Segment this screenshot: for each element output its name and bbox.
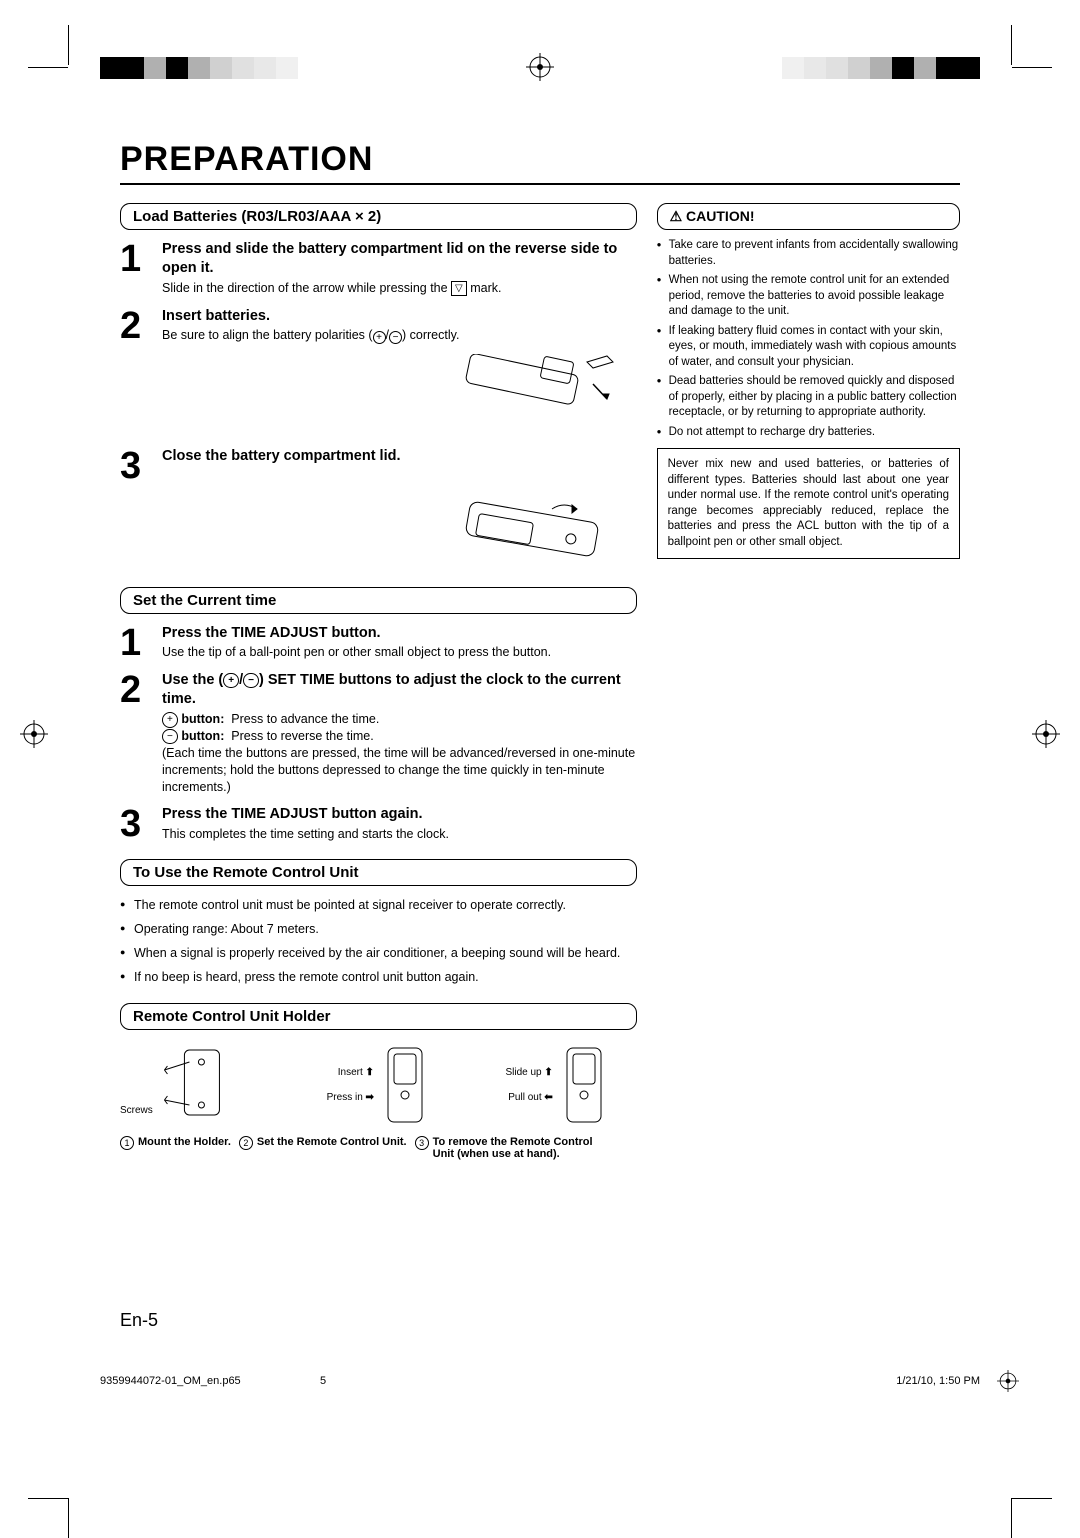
pullout-label: Pull out: [508, 1092, 541, 1103]
section-use-remote: To Use the Remote Control Unit: [120, 859, 637, 886]
plus-button-icon: +: [223, 673, 239, 688]
registration-mark-bottom: [997, 1370, 1019, 1392]
footer-date: 1/21/10, 1:50 PM: [896, 1375, 980, 1387]
registration-mark-top: [526, 53, 554, 81]
page-number: En-5: [120, 1310, 158, 1331]
holder-set-illustration: [380, 1040, 430, 1130]
minus-button-icon: −: [162, 729, 178, 745]
caution-box: Never mix new and used batteries, or bat…: [657, 448, 960, 559]
step-desc: Slide in the direction of the arrow whil…: [162, 280, 637, 297]
section-load-batteries: Load Batteries (R03/LR03/AAA × 2): [120, 203, 637, 230]
color-bar-left: [100, 57, 298, 79]
footer-page: 5: [320, 1375, 326, 1387]
circled-2-icon: 2: [239, 1136, 253, 1150]
footer-file: 9359944072-01_OM_en.p65: [100, 1375, 241, 1387]
step-title: Press the TIME ADJUST button again.: [162, 805, 637, 824]
list-item: Do not attempt to recharge dry batteries…: [657, 425, 960, 441]
step-desc: Be sure to align the battery polarities …: [162, 327, 637, 344]
step-3-time: 3 Press the TIME ADJUST button again. Th…: [120, 805, 637, 843]
list-item: Take care to prevent infants from accide…: [657, 238, 960, 269]
step-desc: Use the tip of a ball-point pen or other…: [162, 644, 637, 661]
holder-captions: 1Mount the Holder. 2Set the Remote Contr…: [120, 1136, 637, 1160]
step-2-load: 2 Insert batteries. Be sure to align the…: [120, 307, 637, 345]
step-2-time: 2 Use the (+/−) SET TIME buttons to adju…: [120, 671, 637, 795]
page-title: PREPARATION: [120, 140, 960, 185]
pressin-label: Press in: [327, 1092, 363, 1103]
left-column: Load Batteries (R03/LR03/AAA × 2) 1 Pres…: [120, 203, 637, 1160]
remote-use-list: The remote control unit must be pointed …: [120, 896, 637, 987]
page-content: PREPARATION Load Batteries (R03/LR03/AAA…: [120, 140, 960, 1160]
step-3-load: 3 Close the battery compartment lid.: [120, 447, 637, 483]
slideup-label: Slide up: [505, 1067, 541, 1078]
down-triangle-icon: ▽: [451, 281, 467, 297]
remote-closed-illustration: [120, 494, 637, 579]
color-bar-right: [782, 57, 980, 79]
circled-1-icon: 1: [120, 1136, 134, 1150]
step-title: Press the TIME ADJUST button.: [162, 624, 637, 643]
step-desc: This completes the time setting and star…: [162, 826, 637, 843]
list-item: If leaking battery fluid comes in contac…: [657, 324, 960, 371]
step-1-load: 1 Press and slide the battery compartmen…: [120, 240, 637, 297]
circled-3-icon: 3: [415, 1136, 429, 1150]
list-item: When a signal is properly received by th…: [120, 944, 637, 962]
section-holder: Remote Control Unit Holder: [120, 1003, 637, 1030]
holder-remove-illustration: [559, 1040, 609, 1130]
minus-button-icon: −: [243, 673, 259, 688]
plus-icon: +: [373, 331, 386, 344]
right-column: CAUTION! Take care to prevent infants fr…: [657, 203, 960, 1160]
caution-heading: CAUTION!: [657, 203, 960, 230]
plus-button-icon: +: [162, 712, 178, 728]
registration-mark-right: [1032, 720, 1060, 748]
caution-list: Take care to prevent infants from accide…: [657, 238, 960, 440]
step-1-time: 1 Press the TIME ADJUST button. Use the …: [120, 624, 637, 662]
list-item: Dead batteries should be removed quickly…: [657, 374, 960, 421]
list-item: When not using the remote control unit f…: [657, 273, 960, 320]
insert-label: Insert: [338, 1067, 363, 1078]
step-title: Use the (+/−) SET TIME buttons to adjust…: [162, 671, 637, 709]
printer-marks-top: [0, 45, 1080, 85]
section-set-time: Set the Current time: [120, 587, 637, 614]
holder-mount-illustration: [120, 1040, 279, 1130]
step-title: Press and slide the battery compartment …: [162, 240, 637, 278]
minus-icon: −: [389, 331, 402, 344]
holder-illustrations: Screws Insert ⬆ Press in ➡: [120, 1040, 637, 1130]
list-item: The remote control unit must be pointed …: [120, 896, 637, 914]
list-item: Operating range: About 7 meters.: [120, 920, 637, 938]
step-title: Close the battery compartment lid.: [162, 447, 637, 466]
registration-mark-left: [20, 720, 48, 748]
footer: 9359944072-01_OM_en.p65 5 1/21/10, 1:50 …: [100, 1370, 980, 1392]
step-desc: + button: Press to advance the time. − b…: [162, 711, 637, 795]
remote-open-illustration: [120, 354, 637, 439]
list-item: If no beep is heard, press the remote co…: [120, 968, 637, 986]
step-title: Insert batteries.: [162, 307, 637, 326]
